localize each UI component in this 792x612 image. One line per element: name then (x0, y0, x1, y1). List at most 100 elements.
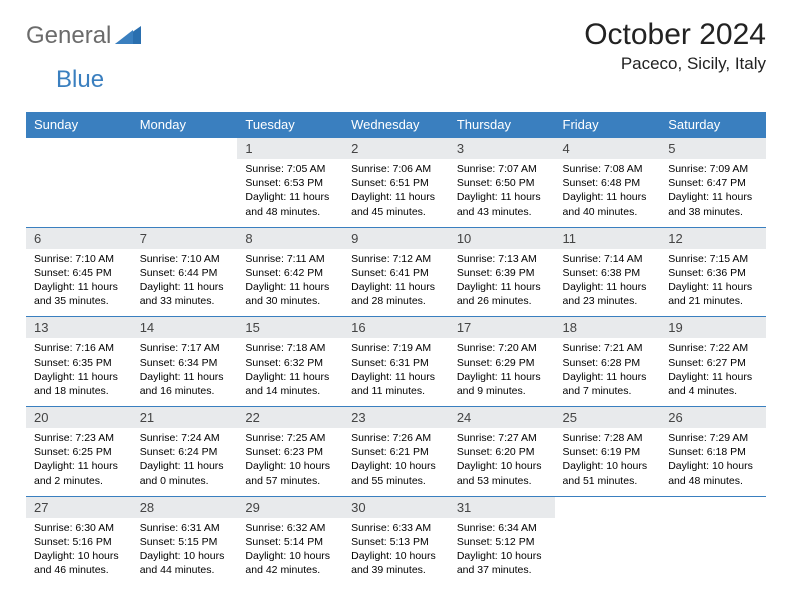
day-number: 22 (237, 407, 343, 428)
day-content: Sunrise: 7:07 AMSunset: 6:50 PMDaylight:… (449, 159, 555, 227)
day-content: Sunrise: 7:28 AMSunset: 6:19 PMDaylight:… (555, 428, 661, 496)
day-number: 16 (343, 317, 449, 338)
calendar-cell (660, 496, 766, 585)
calendar-cell: 12Sunrise: 7:15 AMSunset: 6:36 PMDayligh… (660, 227, 766, 317)
logo-text-1: General (26, 22, 111, 50)
day-content: Sunrise: 7:18 AMSunset: 6:32 PMDaylight:… (237, 338, 343, 406)
calendar-week-row: 20Sunrise: 7:23 AMSunset: 6:25 PMDayligh… (26, 407, 766, 497)
calendar-cell: 21Sunrise: 7:24 AMSunset: 6:24 PMDayligh… (132, 407, 238, 497)
day-content: Sunrise: 7:13 AMSunset: 6:39 PMDaylight:… (449, 249, 555, 317)
day-number: 4 (555, 138, 661, 159)
day-number: 1 (237, 138, 343, 159)
day-number: 5 (660, 138, 766, 159)
day-content: Sunrise: 7:14 AMSunset: 6:38 PMDaylight:… (555, 249, 661, 317)
day-number: 28 (132, 497, 238, 518)
day-content: Sunrise: 7:27 AMSunset: 6:20 PMDaylight:… (449, 428, 555, 496)
day-number: 25 (555, 407, 661, 428)
calendar-cell: 1Sunrise: 7:05 AMSunset: 6:53 PMDaylight… (237, 138, 343, 228)
calendar-cell (555, 496, 661, 585)
day-number: 14 (132, 317, 238, 338)
day-number: 31 (449, 497, 555, 518)
day-number: 12 (660, 228, 766, 249)
calendar-cell: 17Sunrise: 7:20 AMSunset: 6:29 PMDayligh… (449, 317, 555, 407)
logo: General (26, 22, 143, 50)
day-number: 21 (132, 407, 238, 428)
calendar-cell: 4Sunrise: 7:08 AMSunset: 6:48 PMDaylight… (555, 138, 661, 228)
calendar-week-row: 13Sunrise: 7:16 AMSunset: 6:35 PMDayligh… (26, 317, 766, 407)
calendar-cell: 30Sunrise: 6:33 AMSunset: 5:13 PMDayligh… (343, 496, 449, 585)
day-content: Sunrise: 7:24 AMSunset: 6:24 PMDaylight:… (132, 428, 238, 496)
month-title: October 2024 (584, 18, 766, 52)
day-number: 3 (449, 138, 555, 159)
day-number: 11 (555, 228, 661, 249)
calendar-cell: 22Sunrise: 7:25 AMSunset: 6:23 PMDayligh… (237, 407, 343, 497)
day-content: Sunrise: 6:32 AMSunset: 5:14 PMDaylight:… (237, 518, 343, 586)
calendar-cell (132, 138, 238, 228)
day-content: Sunrise: 7:22 AMSunset: 6:27 PMDaylight:… (660, 338, 766, 406)
day-number: 23 (343, 407, 449, 428)
day-content: Sunrise: 6:34 AMSunset: 5:12 PMDaylight:… (449, 518, 555, 586)
calendar-cell: 8Sunrise: 7:11 AMSunset: 6:42 PMDaylight… (237, 227, 343, 317)
day-number: 29 (237, 497, 343, 518)
day-content: Sunrise: 7:06 AMSunset: 6:51 PMDaylight:… (343, 159, 449, 227)
day-content: Sunrise: 7:09 AMSunset: 6:47 PMDaylight:… (660, 159, 766, 227)
calendar-week-row: 27Sunrise: 6:30 AMSunset: 5:16 PMDayligh… (26, 496, 766, 585)
day-content: Sunrise: 7:08 AMSunset: 6:48 PMDaylight:… (555, 159, 661, 227)
calendar-cell: 7Sunrise: 7:10 AMSunset: 6:44 PMDaylight… (132, 227, 238, 317)
day-content: Sunrise: 7:10 AMSunset: 6:45 PMDaylight:… (26, 249, 132, 317)
calendar-cell: 10Sunrise: 7:13 AMSunset: 6:39 PMDayligh… (449, 227, 555, 317)
day-content: Sunrise: 7:19 AMSunset: 6:31 PMDaylight:… (343, 338, 449, 406)
calendar-cell: 9Sunrise: 7:12 AMSunset: 6:41 PMDaylight… (343, 227, 449, 317)
calendar-cell: 24Sunrise: 7:27 AMSunset: 6:20 PMDayligh… (449, 407, 555, 497)
day-content: Sunrise: 7:12 AMSunset: 6:41 PMDaylight:… (343, 249, 449, 317)
logo-text-2: Blue (56, 66, 104, 93)
day-content: Sunrise: 7:11 AMSunset: 6:42 PMDaylight:… (237, 249, 343, 317)
day-number: 20 (26, 407, 132, 428)
weekday-header: Wednesday (343, 112, 449, 138)
weekday-header: Thursday (449, 112, 555, 138)
day-number: 8 (237, 228, 343, 249)
calendar-table: SundayMondayTuesdayWednesdayThursdayFrid… (26, 112, 766, 585)
day-number: 2 (343, 138, 449, 159)
day-content: Sunrise: 7:26 AMSunset: 6:21 PMDaylight:… (343, 428, 449, 496)
calendar-cell: 29Sunrise: 6:32 AMSunset: 5:14 PMDayligh… (237, 496, 343, 585)
day-number: 27 (26, 497, 132, 518)
calendar-cell: 3Sunrise: 7:07 AMSunset: 6:50 PMDaylight… (449, 138, 555, 228)
calendar-cell: 2Sunrise: 7:06 AMSunset: 6:51 PMDaylight… (343, 138, 449, 228)
weekday-header: Monday (132, 112, 238, 138)
day-content: Sunrise: 7:25 AMSunset: 6:23 PMDaylight:… (237, 428, 343, 496)
calendar-cell: 28Sunrise: 6:31 AMSunset: 5:15 PMDayligh… (132, 496, 238, 585)
day-number: 18 (555, 317, 661, 338)
calendar-cell: 27Sunrise: 6:30 AMSunset: 5:16 PMDayligh… (26, 496, 132, 585)
calendar-cell: 18Sunrise: 7:21 AMSunset: 6:28 PMDayligh… (555, 317, 661, 407)
calendar-cell: 15Sunrise: 7:18 AMSunset: 6:32 PMDayligh… (237, 317, 343, 407)
calendar-cell: 25Sunrise: 7:28 AMSunset: 6:19 PMDayligh… (555, 407, 661, 497)
calendar-cell: 5Sunrise: 7:09 AMSunset: 6:47 PMDaylight… (660, 138, 766, 228)
day-content: Sunrise: 7:17 AMSunset: 6:34 PMDaylight:… (132, 338, 238, 406)
calendar-cell: 6Sunrise: 7:10 AMSunset: 6:45 PMDaylight… (26, 227, 132, 317)
calendar-cell: 20Sunrise: 7:23 AMSunset: 6:25 PMDayligh… (26, 407, 132, 497)
day-content: Sunrise: 7:16 AMSunset: 6:35 PMDaylight:… (26, 338, 132, 406)
calendar-week-row: 6Sunrise: 7:10 AMSunset: 6:45 PMDaylight… (26, 227, 766, 317)
calendar-cell: 23Sunrise: 7:26 AMSunset: 6:21 PMDayligh… (343, 407, 449, 497)
calendar-cell: 13Sunrise: 7:16 AMSunset: 6:35 PMDayligh… (26, 317, 132, 407)
weekday-header: Tuesday (237, 112, 343, 138)
day-number: 17 (449, 317, 555, 338)
weekday-header: Sunday (26, 112, 132, 138)
day-content: Sunrise: 7:15 AMSunset: 6:36 PMDaylight:… (660, 249, 766, 317)
calendar-cell: 14Sunrise: 7:17 AMSunset: 6:34 PMDayligh… (132, 317, 238, 407)
day-number: 9 (343, 228, 449, 249)
calendar-cell: 19Sunrise: 7:22 AMSunset: 6:27 PMDayligh… (660, 317, 766, 407)
day-number: 10 (449, 228, 555, 249)
day-content: Sunrise: 7:20 AMSunset: 6:29 PMDaylight:… (449, 338, 555, 406)
calendar-cell: 26Sunrise: 7:29 AMSunset: 6:18 PMDayligh… (660, 407, 766, 497)
day-content: Sunrise: 7:23 AMSunset: 6:25 PMDaylight:… (26, 428, 132, 496)
day-number: 7 (132, 228, 238, 249)
calendar-cell: 31Sunrise: 6:34 AMSunset: 5:12 PMDayligh… (449, 496, 555, 585)
day-number: 15 (237, 317, 343, 338)
day-number: 6 (26, 228, 132, 249)
day-number: 24 (449, 407, 555, 428)
day-content: Sunrise: 6:33 AMSunset: 5:13 PMDaylight:… (343, 518, 449, 586)
day-content: Sunrise: 6:31 AMSunset: 5:15 PMDaylight:… (132, 518, 238, 586)
day-content: Sunrise: 7:10 AMSunset: 6:44 PMDaylight:… (132, 249, 238, 317)
